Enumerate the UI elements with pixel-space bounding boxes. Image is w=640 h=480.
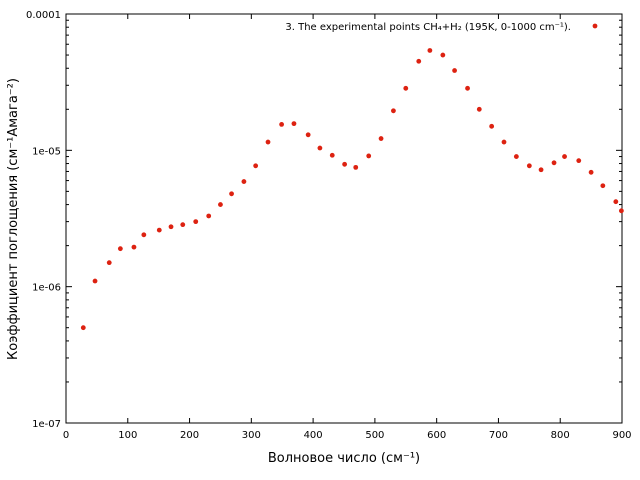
data-point [551, 160, 557, 166]
data-point [342, 161, 348, 167]
data-point [291, 121, 297, 127]
data-point [229, 191, 234, 197]
data-point [465, 85, 470, 91]
data-points [80, 48, 624, 331]
x-tick-label: 600 [427, 430, 446, 441]
y-axis-title: Коэффициент поглощения (см⁻¹Амага⁻²) [6, 78, 21, 360]
x-tick-label: 700 [489, 430, 508, 441]
data-point [193, 219, 199, 225]
data-point [279, 121, 285, 127]
data-point [305, 132, 311, 138]
x-tick-label: 800 [551, 430, 570, 441]
data-point [391, 108, 396, 114]
data-point [353, 164, 359, 170]
y-tick-label: 1e-06 [32, 283, 61, 294]
x-tick-label: 300 [242, 430, 261, 441]
x-tick-label: 200 [180, 430, 199, 441]
data-point [329, 152, 335, 158]
data-point [403, 85, 409, 91]
legend: 3. The experimental points CH₄+H₂ (195K,… [285, 22, 598, 33]
data-point [538, 167, 544, 173]
x-axis-title: Волновое число (см⁻¹) [268, 451, 420, 466]
x-tick-label: 500 [365, 430, 384, 441]
data-point [501, 139, 507, 145]
data-point [156, 227, 162, 233]
data-point [618, 208, 624, 214]
x-tick-label: 100 [118, 430, 137, 441]
data-point [588, 169, 594, 175]
x-tick-label: 400 [304, 430, 323, 441]
legend-label: 3. The experimental points CH₄+H₂ (195K,… [285, 22, 571, 33]
data-point [265, 139, 271, 145]
data-point [117, 246, 123, 252]
data-point [92, 278, 98, 284]
data-point [378, 136, 384, 141]
data-point [576, 158, 582, 164]
data-point [106, 260, 112, 266]
data-point [452, 68, 457, 73]
data-point [168, 224, 174, 230]
data-point [317, 145, 323, 151]
data-point [241, 179, 247, 184]
x-tick-label: 900 [612, 430, 631, 441]
data-point [513, 154, 519, 159]
data-point [562, 154, 567, 159]
data-point [600, 183, 606, 189]
plot-frame [65, 13, 623, 424]
data-point [141, 232, 147, 238]
data-point [253, 163, 259, 169]
y-tick-label: 1e-07 [32, 419, 61, 430]
data-point [613, 199, 619, 205]
data-point [80, 325, 86, 331]
data-point [206, 213, 212, 219]
x-tick-label: 0 [63, 430, 69, 441]
data-point [131, 244, 137, 250]
data-point [440, 52, 446, 58]
data-point [526, 163, 532, 169]
data-point [427, 48, 433, 53]
data-point [366, 153, 372, 159]
data-point [180, 222, 186, 228]
y-tick-label: 1e-05 [32, 146, 61, 157]
data-point [416, 58, 422, 64]
data-point [218, 202, 223, 207]
legend-marker [592, 23, 598, 29]
y-tick-label: 0.0001 [26, 10, 61, 21]
data-point [489, 123, 495, 129]
data-point [476, 106, 482, 112]
axis-ticks: 0 100 200 300 400 500 600 700 800 900 1e-07 1e-06 1e… [26, 10, 632, 441]
